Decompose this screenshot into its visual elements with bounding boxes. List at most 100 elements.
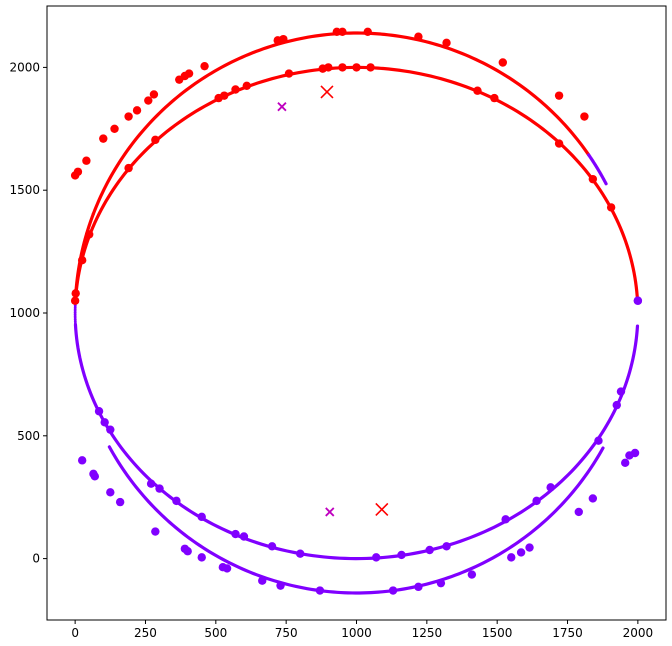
data-point: [73, 167, 83, 176]
data-point: [473, 86, 482, 95]
data-point: [606, 203, 616, 212]
x-tick-label: 1500: [482, 626, 513, 640]
data-point: [414, 32, 423, 41]
data-point: [71, 289, 80, 298]
data-point: [110, 124, 119, 133]
data-point: [258, 576, 267, 585]
x-tick-label: 2000: [623, 626, 654, 640]
data-point: [231, 529, 240, 539]
data-point: [94, 407, 104, 416]
data-point: [490, 93, 499, 103]
y-tick-label: 0: [32, 552, 40, 566]
x-tick-label: 0: [71, 626, 79, 640]
data-point: [388, 586, 398, 595]
data-point: [414, 582, 423, 592]
data-point: [315, 586, 325, 595]
data-point: [284, 69, 294, 78]
curve-line: [73, 323, 640, 561]
data-point: [366, 63, 375, 72]
data-point: [100, 418, 109, 427]
y-tick-label: 2000: [9, 60, 40, 74]
data-point: [124, 163, 133, 173]
data-point: [276, 581, 285, 590]
x-marker: [277, 102, 287, 112]
data-point: [442, 38, 451, 48]
data-point: [546, 483, 555, 492]
data-point: [267, 542, 277, 551]
x-axis: 0 250 500 750 1000 1250 1500 1750 2000: [71, 620, 653, 640]
data-point: [149, 90, 159, 99]
data-point: [625, 451, 634, 460]
x-tick-label: 1000: [341, 626, 372, 640]
x-marker-stroke: [325, 507, 335, 517]
data-point: [184, 69, 194, 78]
data-point: [82, 156, 91, 165]
x-marker-stroke: [277, 102, 287, 112]
data-point: [363, 27, 372, 36]
data-point: [197, 553, 206, 562]
data-point: [442, 542, 451, 551]
data-point: [106, 425, 115, 434]
data-point: [516, 548, 526, 557]
y-tick-label: 1500: [9, 183, 40, 197]
points-layer: [70, 27, 643, 595]
x-marker-stroke: [375, 502, 389, 517]
data-point: [200, 61, 209, 71]
data-point: [574, 507, 583, 517]
x-marker: [325, 507, 335, 517]
data-point: [85, 230, 94, 239]
data-point: [239, 532, 249, 541]
data-point: [77, 255, 87, 265]
data-point: [507, 553, 516, 562]
x-tick-label: 1750: [552, 626, 583, 640]
x-tick-label: 250: [134, 626, 157, 640]
data-point: [616, 387, 626, 396]
curve-line: [587, 153, 608, 186]
x-tick-label: 500: [204, 626, 227, 640]
data-point: [124, 112, 133, 121]
data-point: [501, 515, 510, 524]
data-point: [279, 34, 288, 44]
data-point: [106, 488, 115, 497]
data-point: [197, 512, 206, 522]
data-point: [151, 527, 160, 536]
data-point: [554, 139, 564, 148]
data-point: [242, 81, 251, 91]
data-point: [397, 550, 406, 560]
data-point: [425, 545, 434, 555]
data-point: [352, 63, 361, 72]
data-point: [594, 436, 603, 445]
data-point: [612, 400, 621, 410]
data-point: [532, 496, 541, 506]
x-tick-label: 1250: [412, 626, 443, 640]
y-tick-label: 500: [17, 429, 40, 443]
data-point: [498, 58, 508, 67]
data-point: [580, 112, 589, 121]
data-point: [467, 570, 477, 579]
data-point: [172, 496, 181, 506]
data-point: [525, 543, 534, 552]
data-point: [324, 63, 333, 72]
curve-dot: [74, 323, 77, 327]
data-point: [371, 553, 381, 562]
data-point: [89, 469, 98, 479]
y-axis: 0 500 1000 1500 2000: [9, 60, 47, 566]
data-point: [338, 27, 347, 36]
data-point: [70, 296, 80, 305]
data-point: [180, 544, 190, 553]
data-point: [436, 578, 446, 588]
data-point: [588, 494, 598, 503]
data-point: [338, 63, 347, 72]
x-tick-label: 750: [275, 626, 298, 640]
y-tick-label: 1000: [9, 306, 40, 320]
data-point: [146, 479, 156, 488]
data-point: [296, 549, 305, 558]
curve-line: [107, 445, 605, 595]
data-point: [115, 497, 125, 507]
data-point: [99, 134, 108, 143]
x-marker: [375, 502, 389, 517]
data-point: [588, 174, 598, 184]
curve-line: [91, 31, 591, 216]
